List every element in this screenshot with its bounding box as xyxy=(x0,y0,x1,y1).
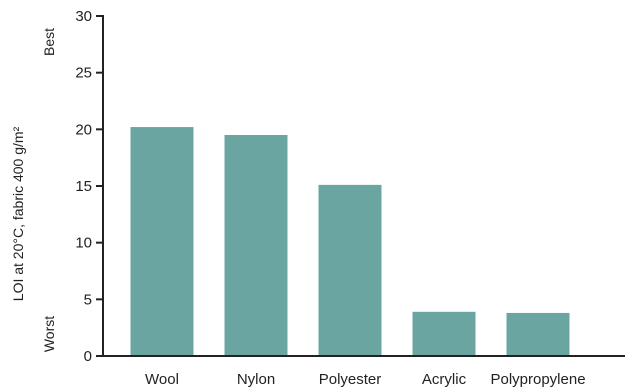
bars-group xyxy=(130,127,570,356)
y-tick-label-20: 20 xyxy=(75,121,92,138)
x-label-nylon: Nylon xyxy=(237,371,275,388)
y-axis-ticks: 0 5 10 15 20 25 30 xyxy=(75,8,103,365)
bar-nylon xyxy=(224,135,288,356)
x-label-polyester: Polyester xyxy=(319,371,382,388)
y-tick-label-30: 30 xyxy=(75,8,92,25)
y-axis-worst-label: Worst xyxy=(41,316,57,352)
y-axis-best-label: Best xyxy=(41,28,57,56)
y-tick-label-5: 5 xyxy=(84,291,92,308)
y-tick-label-10: 10 xyxy=(75,235,92,252)
y-tick-label-25: 25 xyxy=(75,65,92,82)
bar-acrylic xyxy=(412,311,476,356)
x-axis-labels: Wool Nylon Polyester Acrylic Polypropylene xyxy=(145,371,585,388)
y-tick-label-0: 0 xyxy=(84,348,92,365)
y-tick-label-15: 15 xyxy=(75,178,92,195)
x-label-polypropylene: Polypropylene xyxy=(490,371,585,388)
x-label-wool: Wool xyxy=(145,371,179,388)
bar-polypropylene xyxy=(506,312,570,356)
y-axis-title: LOI at 20°C, fabric 400 g/m² xyxy=(10,126,26,301)
bar-wool xyxy=(130,127,194,356)
bar-polyester xyxy=(318,184,382,356)
x-label-acrylic: Acrylic xyxy=(422,371,467,388)
